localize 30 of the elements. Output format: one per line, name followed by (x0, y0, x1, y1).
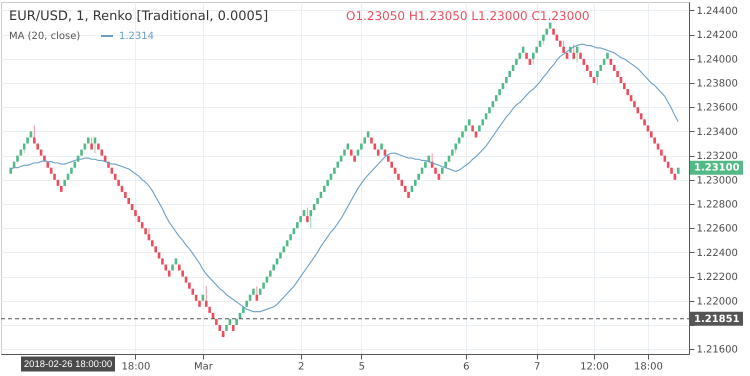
x-tick-label: 12:00 (580, 362, 609, 372)
y-tick-label: 1.22600 (696, 224, 738, 235)
y-tick-label: 1.22000 (696, 296, 738, 308)
x-tick-label: 7 (534, 362, 540, 372)
x-tick-label: 18:00 (122, 362, 150, 372)
x-tick-label: 2 (298, 362, 304, 372)
text: 1.23100 (694, 162, 740, 174)
x-tick-label: 6 (463, 362, 470, 372)
line-series (10, 44, 679, 312)
y-tick-label: 1.22800 (696, 200, 738, 211)
y-tick-label: 1.24400 (696, 6, 738, 17)
ref-line-label: 1.21851 (694, 314, 740, 325)
annotation: 1.2314 (119, 31, 154, 42)
text: EUR/USD, 1, Renko [Traditional, 0.0005] (9, 9, 268, 24)
annotation: O1.23050 H1.23050 L1.23000 C1.23000 (346, 9, 590, 23)
y-tick-label: 1.23400 (696, 126, 738, 138)
x-tick-label: 5 (358, 362, 366, 372)
y-tick-label: 1.23600 (696, 102, 738, 114)
y-tick-label: 1.24200 (696, 30, 738, 42)
x-tick-label: 18:00 (634, 362, 663, 372)
y-tick-label: 1.21600 (696, 344, 738, 356)
y-tick-label: 1.22200 (696, 272, 738, 284)
y-tick-label: 1.24000 (696, 54, 738, 66)
y-tick-label: 1.23200 (696, 151, 738, 162)
y-tick-label: 1.22400 (696, 248, 738, 259)
legend-label: MA (20, close) (9, 31, 80, 42)
x-tick-label: Mar (194, 362, 214, 372)
y-tick-label: 1.23800 (696, 78, 738, 90)
y-tick-label: 1.23000 (696, 175, 738, 186)
text: 2018-02-26 18:00:00 (24, 359, 112, 370)
